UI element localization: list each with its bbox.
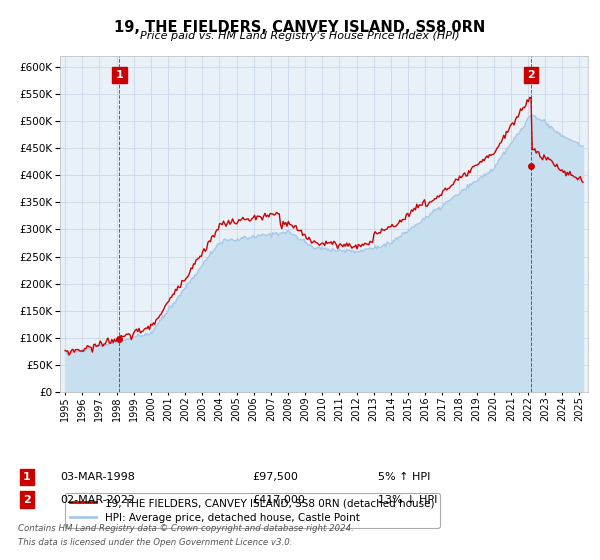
- Text: 03-MAR-1998: 03-MAR-1998: [60, 472, 135, 482]
- Text: 1: 1: [116, 70, 124, 80]
- Text: 5% ↑ HPI: 5% ↑ HPI: [378, 472, 430, 482]
- Text: 2: 2: [23, 494, 31, 505]
- Text: 1: 1: [23, 472, 31, 482]
- Text: 13% ↓ HPI: 13% ↓ HPI: [378, 494, 437, 505]
- Text: 2: 2: [527, 70, 535, 80]
- Text: £97,500: £97,500: [252, 472, 298, 482]
- Text: £417,000: £417,000: [252, 494, 305, 505]
- Text: 02-MAR-2022: 02-MAR-2022: [60, 494, 135, 505]
- Text: 19, THE FIELDERS, CANVEY ISLAND, SS8 0RN: 19, THE FIELDERS, CANVEY ISLAND, SS8 0RN: [115, 20, 485, 35]
- Text: This data is licensed under the Open Government Licence v3.0.: This data is licensed under the Open Gov…: [18, 538, 293, 547]
- Text: Price paid vs. HM Land Registry's House Price Index (HPI): Price paid vs. HM Land Registry's House …: [140, 31, 460, 41]
- Legend: 19, THE FIELDERS, CANVEY ISLAND, SS8 0RN (detached house), HPI: Average price, d: 19, THE FIELDERS, CANVEY ISLAND, SS8 0RN…: [65, 493, 439, 528]
- Text: Contains HM Land Registry data © Crown copyright and database right 2024.: Contains HM Land Registry data © Crown c…: [18, 524, 354, 533]
